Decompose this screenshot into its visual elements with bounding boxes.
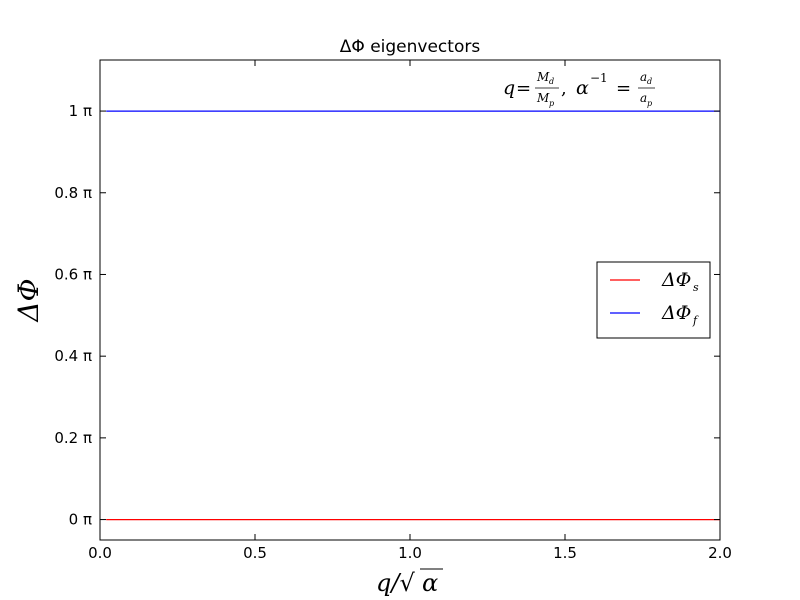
svg-text:q/√: q/√ <box>376 569 415 597</box>
svg-text:M: M <box>536 70 550 84</box>
svg-text:M: M <box>536 91 550 105</box>
x-tick-label: 1.5 <box>553 544 577 562</box>
svg-text:=: = <box>616 78 631 99</box>
x-ticks: 0.0 0.5 1.0 1.5 2.0 <box>88 60 732 562</box>
svg-text:s: s <box>693 281 699 294</box>
legend-label-f: ΔΦ <box>661 302 691 324</box>
svg-text:q: q <box>503 77 515 99</box>
svg-text:p: p <box>647 99 652 108</box>
svg-text:,: , <box>561 78 567 99</box>
svg-text:=: = <box>516 78 531 99</box>
svg-text:α: α <box>422 569 438 597</box>
chart-title: ΔΦ eigenvectors <box>340 37 481 57</box>
x-axis-label: q/√ α <box>376 568 443 597</box>
svg-text:α: α <box>576 77 589 99</box>
svg-text:f: f <box>692 314 699 327</box>
y-tick-label: 0.8 π <box>54 184 92 202</box>
x-tick-label: 1.0 <box>398 544 422 562</box>
legend-label-s: ΔΦ <box>661 269 691 291</box>
annotation-formula: q = M d M p , α −1 = a d a p <box>503 70 655 108</box>
y-tick-label: 0.4 π <box>54 347 92 365</box>
series-layer <box>106 110 720 521</box>
svg-text:d: d <box>549 77 554 86</box>
svg-text:a: a <box>640 70 647 84</box>
svg-text:d: d <box>647 77 652 86</box>
legend: ΔΦ s ΔΦ f <box>596 261 711 339</box>
x-tick-label: 0.5 <box>243 544 267 562</box>
y-tick-label: 0.6 π <box>54 265 92 283</box>
svg-text:ΔΦ: ΔΦ <box>12 278 45 322</box>
y-axis-label: ΔΦ <box>12 278 45 322</box>
y-ticks: 0 π 0.2 π 0.4 π 0.6 π 0.8 π 1 π <box>54 102 720 529</box>
x-tick-label: 2.0 <box>708 544 732 562</box>
y-tick-label: 0.2 π <box>54 429 92 447</box>
y-tick-label: 1 π <box>69 102 92 120</box>
svg-text:p: p <box>549 99 554 108</box>
y-tick-label: 0 π <box>69 511 92 529</box>
svg-text:a: a <box>640 91 647 105</box>
x-tick-label: 0.0 <box>88 544 112 562</box>
svg-text:−1: −1 <box>590 71 608 85</box>
